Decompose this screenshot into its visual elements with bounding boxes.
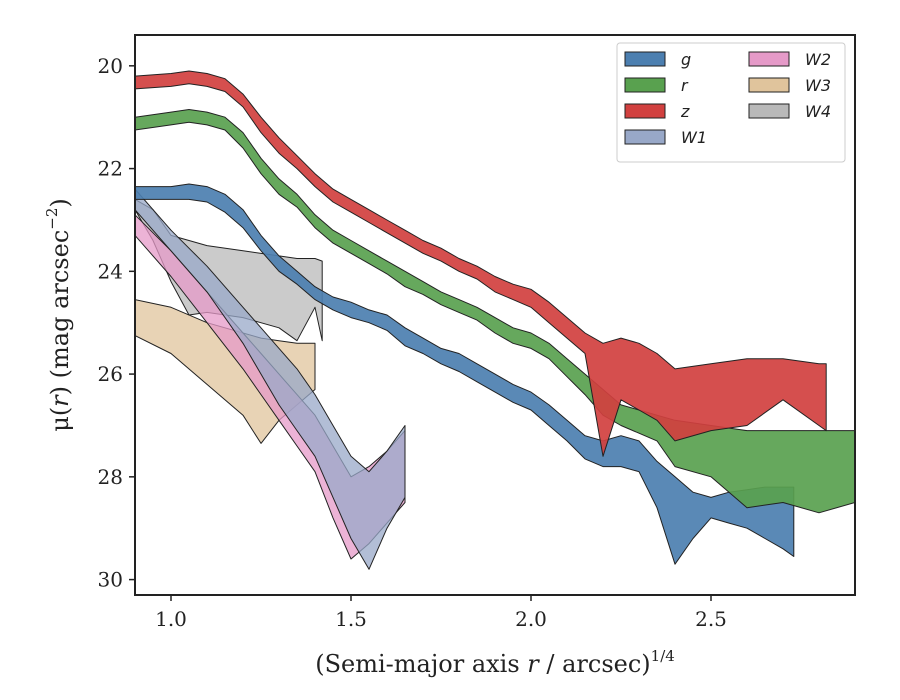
legend: grz W1 W2 W3 W4: [616, 42, 846, 163]
y-tick-label: 28: [98, 465, 123, 489]
legend-label-r: r: [681, 76, 689, 95]
legend-swatch-w1: [624, 129, 666, 145]
legend-label-w2: W2: [805, 50, 831, 69]
legend-swatch-g: [624, 51, 666, 67]
y-axis-ticks: 20 22 24 26 28 30: [98, 54, 135, 592]
legend-label-z: z: [680, 102, 690, 121]
legend-swatch-w4: [748, 103, 790, 119]
y-tick-label: 24: [98, 259, 123, 283]
legend-label-w4: W4: [805, 102, 831, 121]
plot-frame: [134, 34, 856, 596]
legend-label-g: g: [681, 50, 691, 69]
series-band-w1: [135, 188, 406, 570]
series-band-z: [135, 70, 827, 457]
legend-label-w3: W3: [805, 76, 831, 95]
x-axis-title: (Semi-major axis r / arcsec)1/4: [315, 647, 675, 678]
x-tick-label: 2.5: [695, 607, 727, 631]
series-band-w4: [135, 198, 323, 342]
y-tick-label: 20: [98, 54, 123, 78]
series-band-r: [135, 109, 855, 514]
legend-swatch-w2: [748, 51, 790, 67]
y-tick-label: 30: [98, 568, 123, 592]
legend-box: [616, 42, 846, 163]
x-tick-label: 1.5: [335, 607, 367, 631]
legend-swatch-r: [624, 77, 666, 93]
x-tick-label: 2.0: [515, 607, 547, 631]
x-axis-ticks: 1.0 1.5 2.0 2.5: [155, 595, 727, 631]
legend-swatch-w3: [748, 77, 790, 93]
legend-label-w1: W1: [681, 128, 707, 147]
legend-entries: grz W1 W2 W3 W4: [624, 50, 831, 147]
series-band-g: [135, 183, 795, 565]
legend-swatch-z: [624, 103, 666, 119]
y-tick-label: 26: [98, 362, 123, 386]
x-tick-label: 1.0: [155, 607, 187, 631]
y-axis-title: μ(r) (mag arcsec−2): [43, 198, 74, 432]
y-tick-label: 22: [98, 157, 123, 181]
series-layer: [135, 70, 855, 570]
